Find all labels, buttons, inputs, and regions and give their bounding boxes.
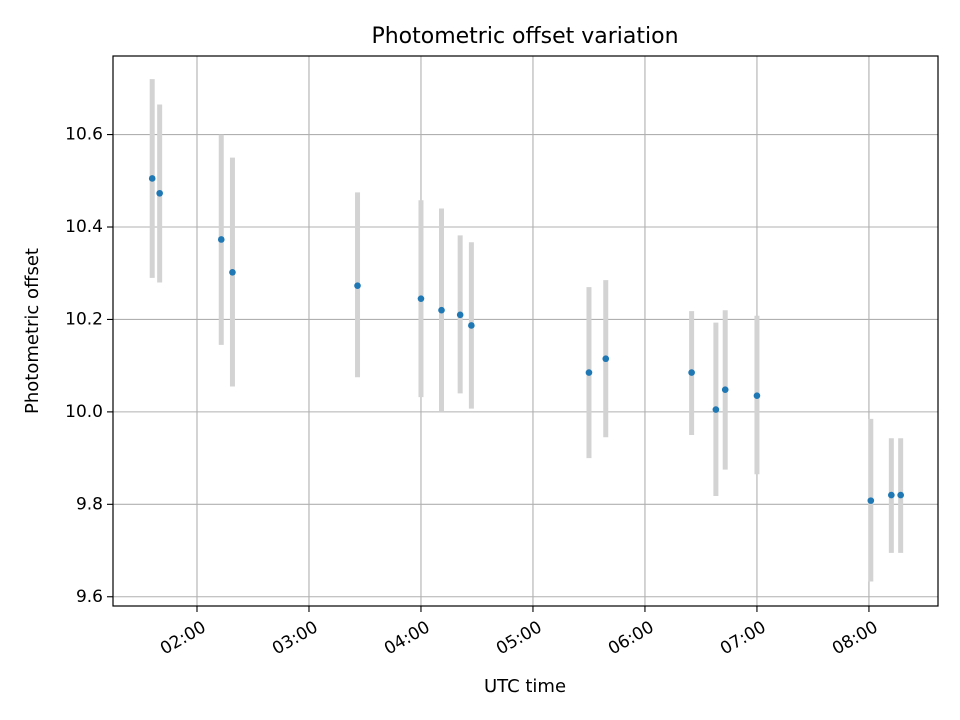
y-tick-label: 9.6 <box>76 587 103 607</box>
plot-frame <box>112 55 939 607</box>
data-point <box>585 369 593 376</box>
y-tick-label: 10.2 <box>65 309 103 329</box>
data-point <box>456 311 464 319</box>
data-points <box>148 175 904 504</box>
data-point <box>229 269 236 276</box>
data-point <box>417 295 425 302</box>
x-axis-label: UTC time <box>484 676 566 697</box>
x-tick-label: 06:00 <box>605 617 657 659</box>
data-point <box>217 236 225 243</box>
x-tick-label: 08:00 <box>829 617 881 659</box>
y-tick-label: 9.8 <box>76 494 103 514</box>
data-point <box>602 355 610 363</box>
x-tick-label: 07:00 <box>717 617 769 659</box>
y-tick-label: 10.0 <box>65 402 103 422</box>
data-point <box>438 306 445 314</box>
data-point <box>468 322 475 329</box>
data-point <box>867 497 875 504</box>
data-point <box>753 392 761 400</box>
data-point <box>156 189 163 197</box>
data-point <box>354 282 361 290</box>
y-tick-label: 10.6 <box>65 125 103 145</box>
x-tick-label: 05:00 <box>493 617 545 659</box>
y-axis-ticks: 9.6 9.8 10.0 10.2 10.4 10.6 <box>65 125 113 607</box>
x-tick-label: 04:00 <box>381 617 433 659</box>
x-tick-label: 02:00 <box>157 617 209 659</box>
data-point <box>148 175 156 182</box>
x-axis-ticks: 02:00 03:00 04:00 05:00 06:00 07:00 08:00 <box>157 606 881 659</box>
data-point <box>897 491 904 499</box>
x-tick-label: 03:00 <box>269 617 321 659</box>
data-point <box>688 369 695 376</box>
chart-title: Photometric offset variation <box>371 24 678 49</box>
data-point <box>888 491 895 499</box>
y-axis-label: Photometric offset <box>22 248 43 414</box>
data-point <box>721 386 729 393</box>
grid <box>113 56 938 606</box>
error-bars <box>149 79 904 582</box>
data-point <box>712 406 720 413</box>
y-tick-label: 10.4 <box>65 217 103 237</box>
